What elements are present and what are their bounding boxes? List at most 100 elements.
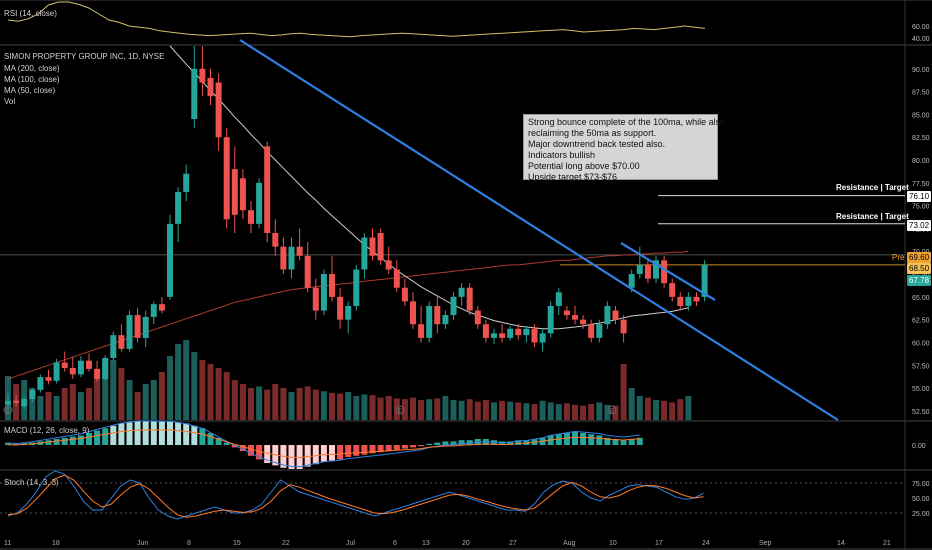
volume-bar bbox=[450, 400, 457, 420]
macd-histogram-bar bbox=[199, 428, 206, 445]
x-tick-label: 15 bbox=[233, 540, 241, 547]
y-tick-label: 55.00 bbox=[912, 386, 930, 393]
macd-histogram-bar bbox=[102, 428, 109, 445]
stoch-d-line bbox=[7, 474, 704, 518]
macd-histogram-bar bbox=[183, 423, 190, 445]
candle-body bbox=[69, 368, 76, 375]
x-tick-label: 20 bbox=[462, 540, 470, 547]
candle-body bbox=[434, 305, 441, 325]
candle-body bbox=[142, 316, 149, 338]
candle-body bbox=[86, 360, 92, 369]
earnings-marker bbox=[607, 405, 617, 415]
volume-bar bbox=[37, 396, 44, 420]
stoch-label: Stoch (14, 3, 3) bbox=[4, 478, 59, 487]
x-tick-label: Jun bbox=[137, 540, 148, 547]
volume-bar bbox=[377, 397, 384, 420]
volume-bar bbox=[175, 344, 182, 420]
macd-histogram-bar bbox=[442, 441, 449, 445]
macd-histogram-bar bbox=[86, 433, 92, 445]
volume-bar bbox=[401, 399, 408, 420]
price-label-close: 68.50 bbox=[907, 263, 932, 274]
macd-histogram-bar bbox=[248, 445, 254, 456]
volume-bar bbox=[304, 386, 311, 420]
macd-histogram-bar bbox=[353, 445, 360, 456]
x-tick-label: 14 bbox=[837, 540, 845, 547]
volume-bar bbox=[320, 391, 327, 420]
volume-bar bbox=[361, 394, 368, 420]
candle-body bbox=[264, 146, 271, 233]
macd-histogram-bar bbox=[555, 434, 562, 445]
symbol-title: SIMON PROPERTY GROUP INC, 1D, NYSE bbox=[4, 52, 165, 61]
volume-bar bbox=[134, 392, 141, 420]
stoch-k-line bbox=[7, 470, 704, 520]
x-tick-label: 21 bbox=[883, 540, 891, 547]
volume-bar bbox=[329, 392, 335, 420]
candle-body bbox=[426, 305, 433, 338]
x-tick-label: Sep bbox=[759, 540, 772, 547]
candle-body bbox=[677, 296, 684, 306]
candle-body bbox=[199, 68, 206, 83]
study-ma100: MA (100, close) bbox=[4, 75, 60, 84]
macd-histogram-bar bbox=[118, 423, 125, 445]
candle-body bbox=[94, 368, 101, 379]
candle-body bbox=[256, 182, 263, 224]
volume-bar bbox=[426, 399, 433, 420]
resistance-label-1: Resistance | Target bbox=[836, 183, 909, 192]
candle-body bbox=[353, 269, 360, 306]
y-tick-label: 87.50 bbox=[912, 90, 930, 97]
study-ma200: MA (200, close) bbox=[4, 64, 60, 73]
macd-histogram-bar bbox=[337, 445, 344, 460]
candle-body bbox=[215, 82, 222, 138]
volume-bar bbox=[474, 401, 481, 420]
candle-body bbox=[685, 296, 692, 306]
macd-histogram-bar bbox=[45, 440, 52, 445]
volume-bar bbox=[491, 402, 497, 420]
macd-tick-label: 0.00 bbox=[912, 443, 926, 450]
candle-body bbox=[580, 319, 587, 325]
macd-histogram-bar bbox=[142, 421, 149, 445]
candle-body bbox=[134, 315, 141, 338]
volume-bar bbox=[482, 400, 489, 420]
volume-bar bbox=[523, 403, 530, 420]
candle-body bbox=[5, 400, 11, 405]
candle-body bbox=[547, 305, 554, 334]
macd-histogram-bar bbox=[223, 442, 230, 445]
volume-bar bbox=[466, 399, 473, 420]
earnings-marker-label: E bbox=[6, 409, 10, 415]
volume-bar bbox=[94, 376, 101, 420]
y-tick-label: 90.00 bbox=[912, 67, 930, 74]
volume-bar bbox=[596, 402, 603, 420]
macd-histogram-bar bbox=[304, 445, 311, 467]
candle-body bbox=[612, 310, 619, 320]
volume-bar bbox=[264, 389, 271, 420]
volume-bar bbox=[604, 404, 611, 420]
candle-body bbox=[288, 246, 295, 270]
candle-body bbox=[329, 274, 335, 297]
macd-histogram-bar bbox=[507, 441, 514, 445]
x-tick-label: Aug bbox=[563, 540, 576, 547]
study-vol: Vol bbox=[4, 97, 16, 106]
candle-body bbox=[572, 315, 578, 320]
candle-body bbox=[158, 304, 165, 311]
volume-bar bbox=[53, 396, 60, 420]
volume-bar bbox=[312, 389, 319, 420]
candle-body bbox=[296, 246, 303, 256]
macd-histogram-bar bbox=[458, 440, 465, 445]
rsi-line bbox=[7, 1, 705, 38]
x-tick-label: Jul bbox=[346, 540, 355, 547]
volume-bar bbox=[272, 384, 279, 420]
earnings-marker-label: E bbox=[610, 409, 614, 415]
rsi-tick-label: 60.00 bbox=[912, 24, 930, 31]
macd-histogram-bar bbox=[361, 445, 368, 455]
x-tick-label: 27 bbox=[509, 540, 517, 547]
candle-body bbox=[272, 233, 279, 247]
volume-bar bbox=[45, 392, 52, 420]
macd-histogram-bar bbox=[620, 440, 627, 445]
volume-bar bbox=[150, 380, 157, 420]
candle-body bbox=[661, 260, 668, 284]
macd-histogram-bar bbox=[69, 436, 76, 445]
price-label-ma: 67.78 bbox=[907, 275, 932, 286]
candle-body bbox=[410, 301, 416, 325]
volume-bar bbox=[167, 356, 173, 420]
